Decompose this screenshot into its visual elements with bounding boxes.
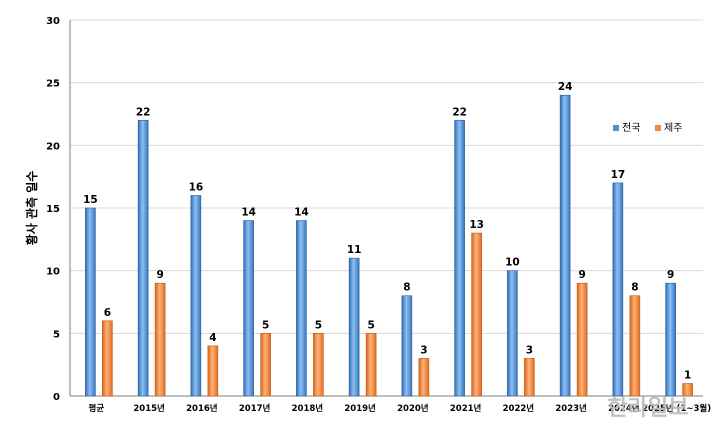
x-tick-label: 2021년 [450, 403, 482, 414]
data-labels: 15 6 22 9 16 4 14 5 14 5 11 5 8 3 22 13 10 3 24 9 17 8 9 1 [83, 81, 691, 381]
data-label: 8 [403, 282, 410, 294]
watermark-logo: 한라일보 [608, 396, 689, 421]
data-label: 14 [241, 207, 256, 219]
bar-jeju [629, 295, 641, 397]
gridlines [70, 19, 703, 334]
legend-label: 제주 [664, 122, 682, 134]
data-label: 5 [315, 319, 322, 331]
data-label: 9 [667, 269, 674, 281]
x-tick-label: 2024년 [608, 403, 640, 414]
bars [85, 94, 693, 397]
bar-jeju [102, 320, 113, 397]
bar-jeju [471, 232, 482, 397]
bar-nationwide [348, 257, 360, 397]
data-label: 5 [262, 319, 269, 331]
data-label: 17 [611, 169, 626, 181]
x-tick-label: 2019년 [344, 403, 376, 414]
bar-jeju [576, 282, 588, 397]
y-tick-label: 25 [46, 79, 60, 90]
bar-nationwide [296, 220, 307, 397]
bar-jeju [365, 333, 377, 397]
y-tick-label: 20 [46, 141, 60, 152]
data-label: 8 [631, 282, 638, 294]
y-tick-label: 0 [53, 392, 60, 403]
bar-jeju [313, 333, 324, 397]
data-label: 11 [347, 244, 362, 256]
y-tick-label: 10 [46, 267, 60, 278]
x-tick-label: 평균 [89, 403, 105, 414]
x-tick-label: 2017년 [239, 403, 271, 414]
data-label: 9 [156, 269, 163, 281]
y-tick-label: 15 [46, 204, 60, 215]
data-label: 14 [294, 207, 309, 219]
bar-nationwide [137, 119, 149, 397]
bar-jeju [207, 345, 219, 397]
x-tick-label: 2022년 [503, 403, 535, 414]
y-tick-label: 30 [46, 16, 60, 27]
data-label: 10 [505, 257, 520, 269]
x-tick-label: 2020년 [397, 403, 429, 414]
bar-jeju [682, 383, 693, 397]
bar-jeju [524, 358, 535, 397]
x-tick-label: 2015년 [133, 403, 165, 414]
data-label: 22 [136, 106, 151, 118]
data-label: 16 [189, 181, 204, 193]
data-label: 24 [558, 81, 573, 93]
y-axis-title: 황사 관측 일수 [24, 171, 39, 246]
y-tick-label: 5 [53, 329, 60, 340]
bar-nationwide [454, 119, 465, 397]
x-tick-label: 2018년 [292, 403, 324, 414]
data-label: 1 [684, 369, 691, 381]
data-label: 22 [452, 106, 467, 118]
bar-jeju [260, 333, 271, 397]
legend-label: 전국 [622, 122, 640, 134]
x-tick-label: 2025년 (1~3월) [642, 403, 711, 414]
bar-nationwide [85, 207, 96, 397]
bar-nationwide [665, 282, 676, 397]
data-label: 15 [83, 194, 98, 206]
legend: 전국 제주 [613, 122, 682, 134]
bar-jeju [418, 358, 430, 397]
bar-nationwide [243, 220, 254, 397]
data-label: 9 [578, 269, 585, 281]
data-label: 3 [526, 344, 533, 356]
bar-nationwide [612, 182, 624, 397]
data-label: 13 [469, 219, 484, 231]
data-label: 6 [104, 307, 111, 319]
data-label: 5 [367, 319, 374, 331]
legend-swatch [655, 125, 661, 131]
bar-nationwide [401, 295, 413, 397]
x-tick-label: 2023년 [555, 403, 587, 414]
data-label: 3 [420, 344, 427, 356]
bar-nationwide [190, 195, 202, 397]
data-label: 4 [209, 332, 216, 344]
x-tick-label: 2016년 [186, 403, 218, 414]
bar-nationwide [559, 94, 571, 397]
bar-jeju [154, 282, 166, 397]
legend-swatch [613, 125, 619, 131]
bar-nationwide [507, 270, 518, 397]
